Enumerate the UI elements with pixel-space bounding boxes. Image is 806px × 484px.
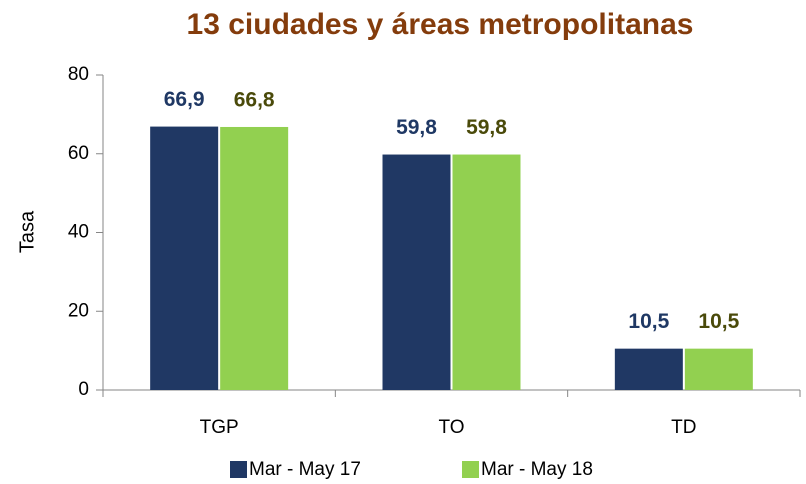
bar [382, 154, 451, 390]
x-tick-label: TD [671, 417, 696, 438]
bar [150, 126, 219, 391]
value-label: 59,8 [466, 116, 507, 139]
value-label: 59,8 [396, 116, 437, 139]
y-tick-label: 0 [78, 379, 89, 400]
chart-title: 13 ciudades y áreas metropolitanas [187, 8, 694, 41]
legend-label: Mar - May 18 [481, 459, 593, 480]
value-label: 10,5 [628, 310, 669, 333]
bar [684, 348, 753, 390]
bar [614, 348, 683, 390]
y-tick-label: 60 [68, 143, 89, 164]
value-label: 66,8 [234, 89, 275, 112]
legend-label: Mar - May 17 [249, 459, 361, 480]
y-tick-label: 80 [68, 64, 89, 85]
legend-swatch [462, 461, 479, 478]
y-tick-label: 40 [68, 222, 89, 243]
y-axis-label: Tasa [16, 210, 38, 253]
y-tick-label: 20 [68, 300, 89, 321]
value-label: 66,9 [164, 88, 205, 111]
bar [452, 154, 521, 390]
x-tick-label: TGP [200, 417, 239, 438]
legend-swatch [230, 461, 247, 478]
value-label: 10,5 [698, 310, 739, 333]
x-tick-label: TO [438, 417, 464, 438]
bar [220, 126, 289, 390]
